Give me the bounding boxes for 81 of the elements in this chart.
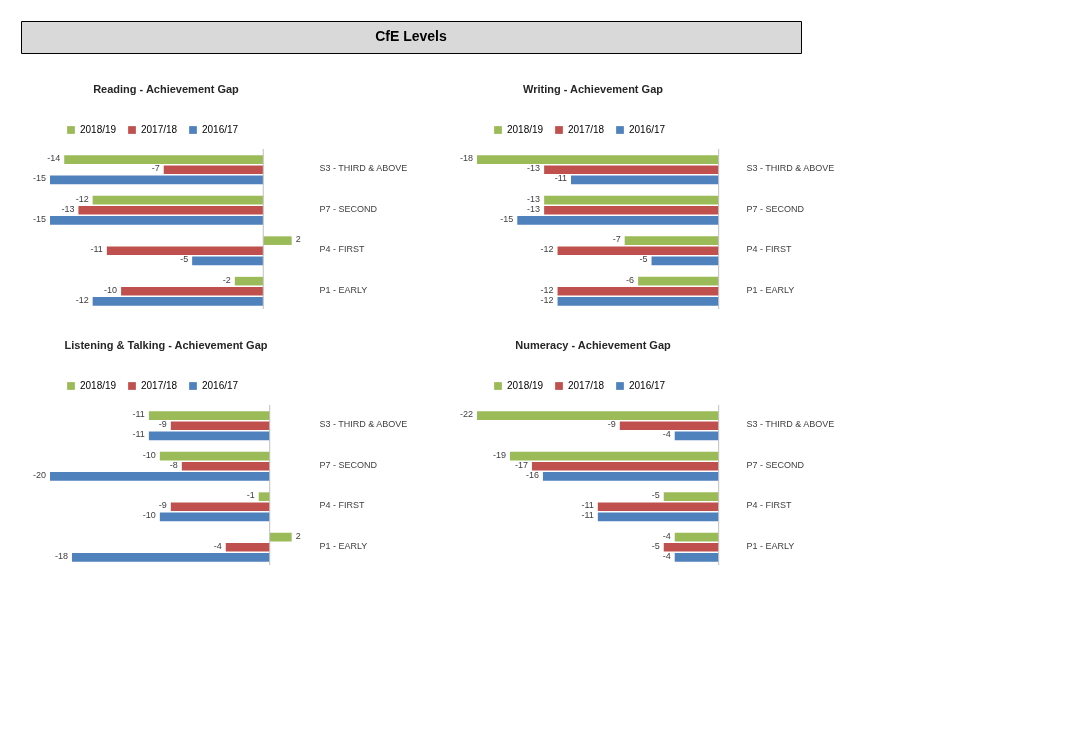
- legend-label: 2017/18: [568, 380, 605, 391]
- data-label: -12: [75, 193, 89, 204]
- data-label: -12: [75, 294, 89, 305]
- legend-label: 2016/17: [629, 124, 666, 135]
- data-label: -7: [151, 163, 160, 174]
- y-tick-label: P4 - FIRST: [746, 500, 793, 511]
- data-label: -11: [90, 244, 103, 255]
- chart-title: Reading - Achievement Gap: [93, 83, 240, 95]
- data-label: -13: [527, 193, 541, 204]
- data-label: -5: [651, 490, 660, 501]
- data-label: -19: [492, 449, 506, 460]
- data-label: -9: [607, 419, 616, 430]
- text: CfE Levels: [375, 28, 447, 44]
- chart-title: Writing - Achievement Gap: [523, 83, 664, 95]
- data-label: -6: [626, 274, 635, 285]
- data-label: -11: [581, 510, 594, 521]
- data-label: -15: [500, 213, 514, 224]
- legend-label: 2017/18: [141, 124, 178, 135]
- data-label: 2: [295, 530, 301, 541]
- data-label: 2: [295, 234, 301, 245]
- data-label: -4: [662, 429, 671, 440]
- data-label: -1: [246, 490, 255, 501]
- legend-label: 2016/17: [629, 380, 666, 391]
- data-label: -11: [554, 173, 567, 184]
- data-label: -16: [525, 469, 539, 480]
- y-tick-label: P7 - SECOND: [746, 459, 805, 470]
- data-label: -13: [61, 203, 75, 214]
- legend-label: 2017/18: [568, 124, 605, 135]
- legend-label: 2018/19: [80, 124, 117, 135]
- y-tick-label: P4 - FIRST: [746, 244, 793, 255]
- data-label: -10: [104, 284, 118, 295]
- chart-title: Listening & Talking - Achievement Gap: [64, 339, 268, 351]
- data-label: -14: [47, 153, 61, 164]
- data-label: -15: [32, 173, 46, 184]
- data-label: -7: [612, 234, 621, 245]
- data-label: -4: [662, 550, 671, 561]
- legend-label: 2016/17: [202, 124, 239, 135]
- data-label: -10: [142, 510, 156, 521]
- data-label: -12: [540, 294, 554, 305]
- data-label: -18: [459, 153, 473, 164]
- data-label: -17: [514, 459, 528, 470]
- data-label: -13: [527, 203, 541, 214]
- data-label: -11: [132, 409, 145, 420]
- legend-label: 2017/18: [141, 380, 178, 391]
- y-tick-label: P7 - SECOND: [319, 459, 378, 470]
- data-label: -18: [54, 550, 68, 561]
- data-label: -2: [222, 274, 231, 285]
- y-tick-label: S3 - THIRD & ABOVE: [746, 419, 835, 430]
- data-label: -13: [527, 163, 541, 174]
- y-tick-label: P1 - EARLY: [319, 284, 368, 295]
- legend-label: 2018/19: [507, 124, 544, 135]
- data-label: -8: [169, 459, 178, 470]
- legend-label: 2016/17: [202, 380, 239, 391]
- y-tick-label: P4 - FIRST: [319, 500, 366, 511]
- data-label: -5: [651, 540, 660, 551]
- data-label: -9: [158, 419, 167, 430]
- data-label: -12: [540, 244, 554, 255]
- y-tick-label: P1 - EARLY: [319, 540, 368, 551]
- y-tick-label: P7 - SECOND: [319, 203, 378, 214]
- data-label: -11: [581, 500, 594, 511]
- data-label: -15: [32, 213, 46, 224]
- y-tick-label: P4 - FIRST: [319, 244, 366, 255]
- chart-title: Numeracy - Achievement Gap: [515, 339, 672, 351]
- data-label: -5: [639, 254, 648, 265]
- data-label: -22: [459, 409, 473, 420]
- data-label: -4: [213, 540, 222, 551]
- data-label: -5: [180, 254, 189, 265]
- data-label: -10: [142, 449, 156, 460]
- y-tick-label: P1 - EARLY: [746, 540, 795, 551]
- y-tick-label: S3 - THIRD & ABOVE: [746, 163, 835, 174]
- data-label: -4: [662, 530, 671, 541]
- legend-label: 2018/19: [507, 380, 544, 391]
- y-tick-label: S3 - THIRD & ABOVE: [319, 419, 408, 430]
- y-tick-label: P7 - SECOND: [746, 203, 805, 214]
- data-label: -9: [158, 500, 167, 511]
- legend-label: 2018/19: [80, 380, 117, 391]
- y-tick-label: S3 - THIRD & ABOVE: [319, 163, 408, 174]
- y-tick-label: P1 - EARLY: [746, 284, 795, 295]
- data-label: -12: [540, 284, 554, 295]
- data-label: -11: [132, 429, 145, 440]
- data-label: -20: [32, 469, 46, 480]
